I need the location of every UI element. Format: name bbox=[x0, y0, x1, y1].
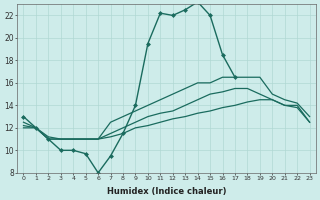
X-axis label: Humidex (Indice chaleur): Humidex (Indice chaleur) bbox=[107, 187, 226, 196]
